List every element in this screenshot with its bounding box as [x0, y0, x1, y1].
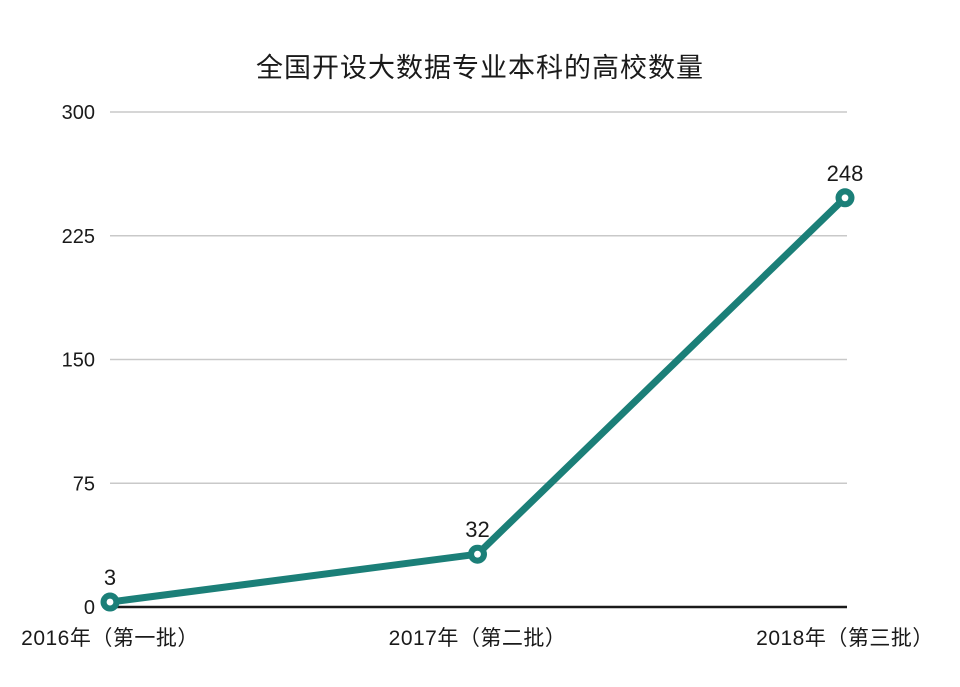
x-axis-label: 2017年（第二批） — [389, 627, 567, 650]
y-axis-tick-label: 150 — [62, 350, 95, 372]
data-point-value-label: 3 — [104, 565, 116, 590]
data-point-value-label: 248 — [827, 161, 864, 186]
y-axis-tick-label: 75 — [73, 473, 95, 495]
chart-title: 全国开设大数据专业本科的高校数量 — [256, 53, 704, 83]
data-point-marker-hole — [106, 598, 114, 606]
x-axis-label: 2018年（第三批） — [756, 627, 934, 650]
y-axis-tick-label: 0 — [84, 597, 95, 619]
x-axis-label: 2016年（第一批） — [21, 627, 199, 650]
y-axis-tick-label: 300 — [62, 102, 95, 124]
data-point-marker-hole — [841, 194, 849, 202]
y-axis-tick-label: 225 — [62, 226, 95, 248]
data-point-marker-hole — [474, 550, 481, 558]
data-point-value-label: 32 — [465, 517, 489, 542]
